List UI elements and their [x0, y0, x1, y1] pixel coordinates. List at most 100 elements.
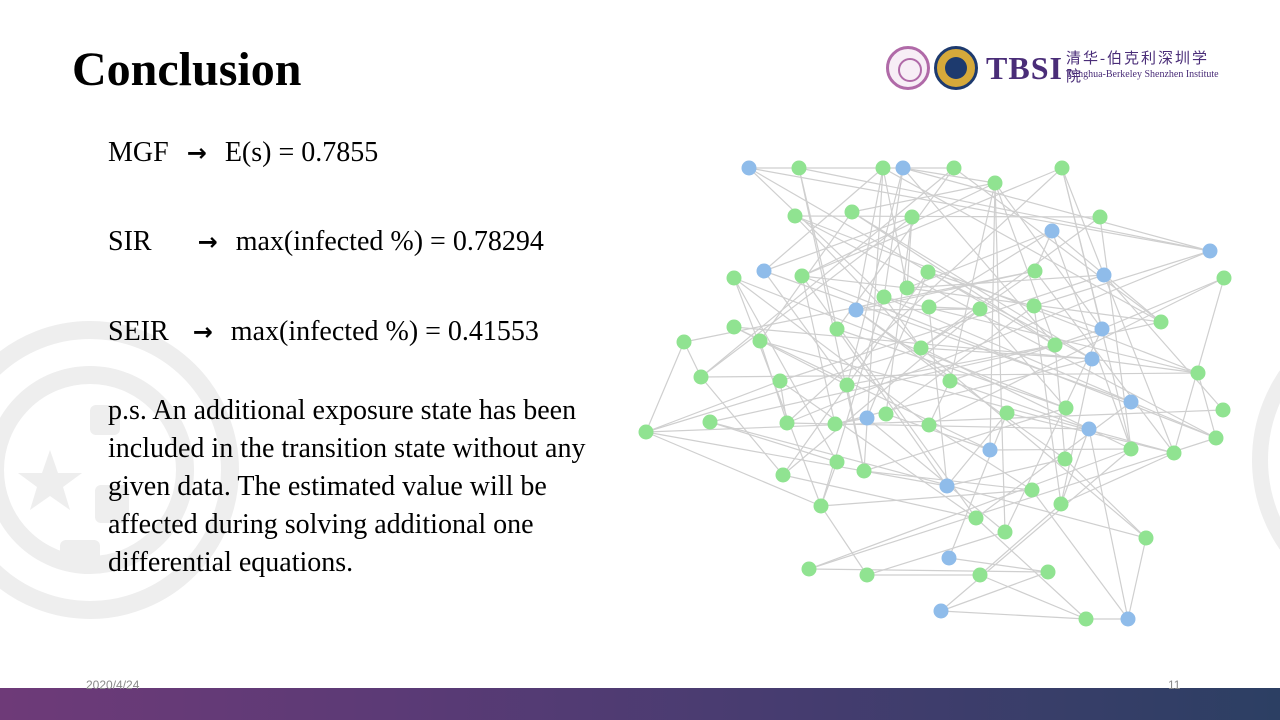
- network-edge: [1088, 428, 1129, 620]
- network-edge: [928, 424, 1033, 491]
- network-edge: [1099, 216, 1132, 450]
- network-node-green: [942, 373, 958, 389]
- network-node-green: [813, 498, 829, 514]
- network-edge: [928, 306, 948, 487]
- network-edge: [1127, 537, 1147, 620]
- right-arrow-icon: →: [186, 139, 207, 167]
- network-edge: [979, 574, 1087, 620]
- network-node-green: [1153, 314, 1169, 330]
- network-edge: [1091, 358, 1199, 374]
- network-node-blue: [848, 302, 864, 318]
- network-node-blue: [895, 160, 911, 176]
- network-node-green: [1058, 400, 1074, 416]
- network-edge: [1064, 458, 1147, 539]
- network-edge: [928, 380, 951, 426]
- network-edge: [885, 413, 991, 451]
- network-edge: [709, 421, 1147, 539]
- network-edge: [1034, 270, 1175, 454]
- network-edge: [794, 215, 1101, 218]
- network-edge: [759, 340, 1175, 454]
- network-edge: [975, 517, 1087, 620]
- network-graph: [638, 160, 1232, 627]
- tsinghua-emblem-icon: [886, 46, 930, 90]
- result-expression: max(infected %) = 0.41553: [230, 316, 539, 347]
- network-node-blue: [1044, 223, 1060, 239]
- network-edge: [979, 270, 1036, 310]
- network-edge: [948, 557, 1049, 573]
- network-node-green: [997, 524, 1013, 540]
- result-model-label: MGF: [108, 137, 169, 168]
- network-edge: [902, 167, 1211, 252]
- network-edge: [820, 489, 1033, 507]
- network-edge: [1033, 250, 1211, 307]
- network-edge: [836, 328, 1067, 409]
- page-number: 11: [1168, 678, 1181, 692]
- network-edge: [920, 347, 1147, 539]
- network-node-green: [1216, 270, 1232, 286]
- network-node-blue: [982, 442, 998, 458]
- network-edge: [994, 182, 1056, 346]
- network-edge: [808, 568, 1049, 573]
- network-edge: [855, 308, 981, 311]
- network-node-green: [638, 424, 654, 440]
- network-node-green: [1024, 482, 1040, 498]
- network-edge: [906, 216, 913, 289]
- network-edge: [1060, 452, 1175, 505]
- network-node-green: [1078, 611, 1094, 627]
- network-node-green: [794, 268, 810, 284]
- network-node-green: [921, 299, 937, 315]
- network-edge: [979, 503, 1062, 576]
- result-mgf: MGF → E(s) = 0.7855: [108, 136, 378, 170]
- network-edge: [949, 328, 1103, 382]
- network-node-green: [921, 417, 937, 433]
- network-node-green: [1040, 564, 1056, 580]
- network-node-green: [859, 567, 875, 583]
- network-edge: [801, 182, 996, 277]
- network-node-green: [844, 204, 860, 220]
- network-node-green: [999, 405, 1015, 421]
- network-edge: [1173, 277, 1225, 454]
- result-expression: max(infected %) = 0.78294: [235, 226, 544, 257]
- tbsi-logo-text: TBSI: [986, 50, 1063, 86]
- network-edge: [882, 167, 908, 289]
- result-model-label: SEIR: [108, 316, 169, 347]
- network-edge: [808, 448, 1132, 570]
- network-edge: [940, 610, 1087, 620]
- network-node-blue: [1096, 267, 1112, 283]
- network-node-green: [693, 369, 709, 385]
- network-edge: [882, 167, 1162, 323]
- berkeley-seal-icon: [934, 46, 978, 90]
- network-edge: [920, 347, 1093, 360]
- network-node-green: [1092, 209, 1108, 225]
- network-node-green: [1026, 298, 1042, 314]
- network-edge: [645, 347, 922, 433]
- institution-logos: TBSI 清华-伯克利深圳学院 Tsinghua-Berkeley Shenzh…: [884, 44, 1224, 92]
- result-model-label: SIR: [108, 226, 152, 257]
- network-node-blue: [1084, 351, 1100, 367]
- network-edge: [1054, 344, 1066, 460]
- network-node-green: [1053, 496, 1069, 512]
- network-edge: [940, 448, 1132, 612]
- network-edge: [920, 216, 1101, 349]
- network-node-green: [839, 377, 855, 393]
- network-edge: [733, 277, 838, 463]
- network-node-green: [878, 406, 894, 422]
- network-node-green: [920, 264, 936, 280]
- footer-bar: [0, 688, 1280, 720]
- network-node-green: [829, 321, 845, 337]
- network-edge: [920, 347, 1132, 450]
- network-node-green: [702, 414, 718, 430]
- network-node-green: [913, 340, 929, 356]
- network-edge: [1051, 230, 1132, 450]
- network-edge: [846, 384, 865, 472]
- network-edge: [748, 167, 1056, 346]
- right-arrow-icon: →: [192, 318, 213, 346]
- institute-chinese-name: 清华-伯克利深圳学院: [1066, 51, 1209, 85]
- network-edge: [801, 167, 1063, 277]
- network-node-green: [676, 334, 692, 350]
- network-node-blue: [1094, 321, 1110, 337]
- network-edge: [801, 275, 908, 289]
- network-node-green: [801, 561, 817, 577]
- network-node-green: [972, 567, 988, 583]
- network-node-green: [772, 373, 788, 389]
